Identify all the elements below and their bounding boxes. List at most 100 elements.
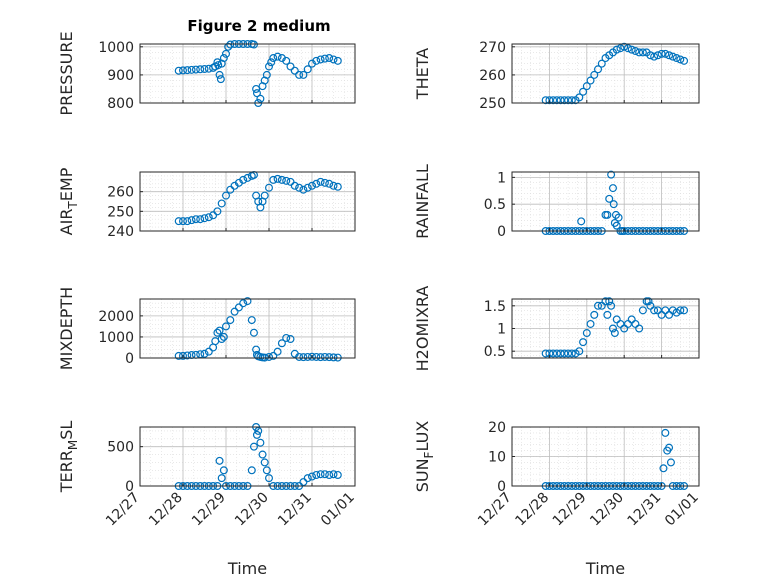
data-point <box>320 54 329 63</box>
data-point <box>607 170 616 179</box>
y-axis-label-subscript: T <box>66 201 80 210</box>
data-point <box>582 329 591 338</box>
subplot-rainfall: 0 0.5 1 RAINFALL <box>413 164 700 240</box>
data-point <box>638 48 647 57</box>
data-point <box>316 470 325 479</box>
data-point <box>252 89 261 98</box>
data-point <box>308 352 317 361</box>
data-point <box>665 51 674 60</box>
data-point <box>196 215 205 224</box>
data-point <box>286 62 295 71</box>
data-point <box>567 349 576 358</box>
data-point <box>590 310 599 319</box>
data-point <box>239 175 248 184</box>
y-axis-label-subscript: F <box>422 451 436 458</box>
data-point <box>224 42 233 51</box>
subplot-air_temp: 240 250 260 AIRTEMP <box>57 167 356 240</box>
y-tick-label: 0.5 <box>484 197 506 213</box>
data-point <box>299 478 308 487</box>
data-point <box>556 349 565 358</box>
y-tick-label: 270 <box>479 40 506 56</box>
data-point <box>258 450 267 459</box>
data-point <box>312 179 321 188</box>
data-point <box>260 458 269 467</box>
data-point <box>269 351 278 360</box>
data-point <box>256 94 265 103</box>
y-axis-label-main: PRESSURE <box>57 31 76 115</box>
data-point <box>579 338 588 347</box>
data-point <box>179 66 188 75</box>
data-point <box>174 66 183 75</box>
axes-box <box>139 43 356 104</box>
y-axis-label-main: THETA <box>413 48 432 100</box>
data-point <box>646 51 655 60</box>
data-point <box>252 84 261 93</box>
data-point <box>260 191 269 200</box>
axes-box <box>139 171 356 232</box>
data-point <box>638 306 647 315</box>
data-point <box>196 65 205 74</box>
data-point <box>333 182 342 191</box>
x-tick-label: 12/27 <box>103 490 143 530</box>
data-point <box>286 335 295 344</box>
data-point <box>680 306 689 315</box>
subplot-terr_msl: 0 500 12/27 12/28 12/29 12/30 12/31 01/01 Time TE… <box>57 421 358 578</box>
y-tick-label: 10 <box>488 450 506 466</box>
data-point <box>299 70 308 79</box>
data-point <box>623 44 632 53</box>
data-point <box>312 352 321 361</box>
data-point <box>545 96 554 105</box>
data-point <box>219 54 228 63</box>
y-axis-label-subscript: M <box>66 440 80 450</box>
data-point <box>620 42 629 51</box>
axes-box <box>139 426 356 487</box>
subplot-mixdepth: 0 1000 2000 MIXDEPTH <box>57 287 356 370</box>
y-axis-label-main: SUN <box>413 458 432 492</box>
y-axis-label: H2OMIXRA <box>413 286 432 372</box>
data-point <box>183 66 192 75</box>
data-point <box>252 430 261 439</box>
data-point <box>676 55 685 64</box>
x-tick-label: 12/31 <box>275 490 315 530</box>
data-point <box>213 328 222 337</box>
y-axis-label: TERRMSL <box>57 421 80 494</box>
data-point <box>611 210 620 219</box>
data-point <box>320 178 329 187</box>
plot-area <box>512 172 699 231</box>
data-point <box>666 458 675 467</box>
data-point <box>265 62 274 71</box>
data-point <box>577 217 586 226</box>
data-point <box>217 474 226 483</box>
data-point <box>605 194 614 203</box>
data-point <box>226 185 235 194</box>
x-tick-label: 01/01 <box>662 490 702 530</box>
data-point <box>586 76 595 85</box>
data-point <box>219 466 228 475</box>
data-point <box>295 183 304 192</box>
data-point <box>303 65 312 74</box>
y-tick-label: 1000 <box>98 40 134 56</box>
data-point <box>308 472 317 481</box>
x-tick-label: 12/31 <box>625 490 665 530</box>
data-point <box>234 303 243 312</box>
y-tick-label: 250 <box>479 96 506 112</box>
data-point <box>226 40 235 49</box>
data-point <box>607 301 616 310</box>
data-point <box>603 210 612 219</box>
data-point <box>325 470 334 479</box>
data-point <box>249 40 258 49</box>
axes-box <box>139 298 356 359</box>
data-point <box>226 316 235 325</box>
data-point <box>247 316 256 325</box>
data-point <box>299 353 308 362</box>
data-point <box>290 181 299 190</box>
data-point <box>329 353 338 362</box>
data-point <box>215 70 224 79</box>
data-point <box>612 45 621 54</box>
data-point <box>665 443 674 452</box>
data-point <box>200 214 209 223</box>
data-point <box>610 329 619 338</box>
data-point <box>325 353 334 362</box>
data-point <box>650 306 659 315</box>
